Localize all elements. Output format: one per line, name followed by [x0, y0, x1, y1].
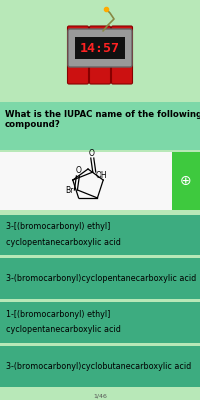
Text: OH: OH: [96, 170, 108, 180]
Bar: [0, 152, 172, 210]
Text: O: O: [89, 148, 95, 158]
Text: 3-(bromocarbonyl)cyclopentanecarboxylic acid: 3-(bromocarbonyl)cyclopentanecarboxylic …: [6, 274, 196, 283]
FancyBboxPatch shape: [68, 29, 132, 67]
FancyBboxPatch shape: [68, 26, 88, 84]
Text: 1/46: 1/46: [93, 394, 107, 398]
Bar: [0, 302, 200, 343]
Text: 3-[(bromocarbonyl) ethyl]: 3-[(bromocarbonyl) ethyl]: [6, 222, 110, 231]
Text: 3-(bromocarbonyl)cyclobutanecarboxylic acid: 3-(bromocarbonyl)cyclobutanecarboxylic a…: [6, 362, 191, 371]
Bar: [172, 152, 200, 210]
Bar: [75, 37, 125, 59]
Bar: [113, 53, 131, 59]
Bar: [69, 53, 87, 59]
Bar: [0, 258, 200, 299]
Text: Br: Br: [65, 186, 74, 196]
Text: cyclopentanecarboxylic acid: cyclopentanecarboxylic acid: [6, 325, 121, 334]
Text: O: O: [75, 166, 81, 176]
Bar: [91, 53, 109, 59]
Text: ⊕: ⊕: [180, 174, 192, 188]
FancyBboxPatch shape: [112, 26, 132, 84]
Text: cyclopentanecarboxylic acid: cyclopentanecarboxylic acid: [6, 238, 121, 247]
Text: What is the IUPAC name of the following
compound?: What is the IUPAC name of the following …: [5, 110, 200, 129]
Bar: [0, 346, 200, 386]
FancyBboxPatch shape: [90, 26, 110, 84]
Text: 1-[(bromocarbonyl) ethyl]: 1-[(bromocarbonyl) ethyl]: [6, 310, 110, 319]
Bar: [0, 214, 200, 255]
Bar: [0, 102, 200, 150]
Text: 14:57: 14:57: [80, 42, 120, 54]
